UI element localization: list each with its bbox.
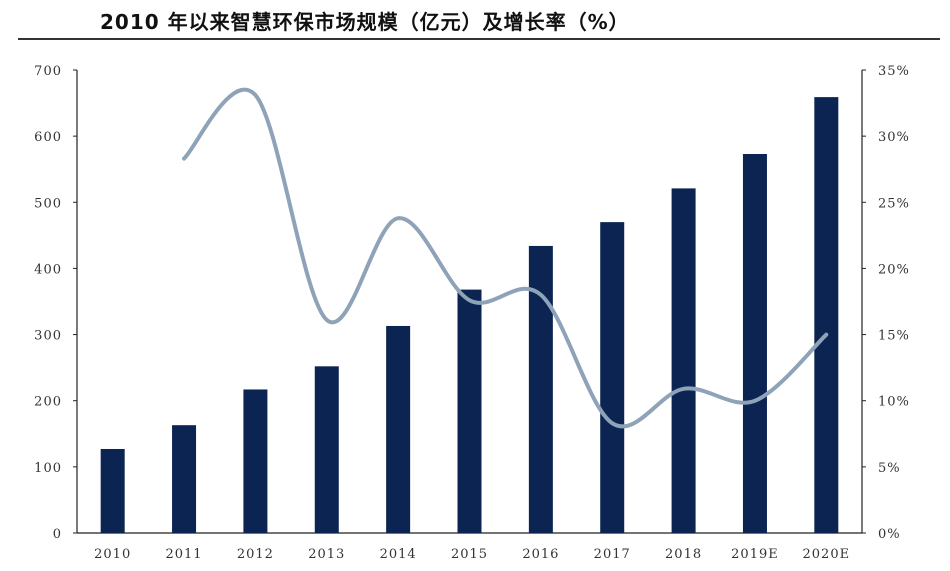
bar (314, 366, 339, 533)
left-axis-tick-label: 100 (34, 461, 62, 476)
x-axis-tick-label: 2012 (237, 547, 274, 562)
title-underline (18, 38, 940, 40)
x-axis-tick-label: 2018 (665, 547, 702, 562)
right-axis-tick-label: 25% (878, 196, 910, 211)
bar (742, 154, 767, 533)
left-axis-tick-label: 200 (34, 395, 62, 410)
right-axis-tick-label: 30% (878, 130, 910, 145)
bar (386, 325, 411, 533)
x-axis-tick-label: 2016 (522, 547, 559, 562)
left-axis-tick-label: 700 (34, 64, 62, 79)
bar-series (100, 97, 839, 534)
right-axis-tick-label: 20% (878, 262, 910, 277)
right-axis-tick-label: 5% (878, 461, 901, 476)
x-axis-tick-label: 2010 (94, 547, 131, 562)
bar (243, 389, 268, 533)
x-axis-tick-label: 2011 (165, 547, 202, 562)
left-axis-tick-label: 0 (53, 527, 62, 542)
left-axis-tick-label: 500 (34, 196, 62, 211)
chart-title: 2010 年以来智慧环保市场规模（亿元）及增长率（%） (100, 10, 630, 34)
bar (600, 222, 625, 533)
left-axis-tick-label: 400 (34, 262, 62, 277)
tick-labels: 0 100 200 300 400 500 600 700 0% 5% 10% 15% 20% 25% 30… (34, 64, 910, 562)
x-axis-tick-label: 2015 (451, 547, 488, 562)
left-axis-tick-label: 300 (34, 329, 62, 344)
bar (457, 289, 482, 533)
x-axis-tick-label: 2019E (731, 547, 779, 562)
bar (100, 448, 125, 533)
left-axis-tick-label: 600 (34, 130, 62, 145)
growth-line-series (182, 87, 829, 429)
x-axis-tick-label: 2020E (803, 547, 851, 562)
x-axis-tick-label: 2013 (308, 547, 345, 562)
bar (814, 97, 839, 534)
right-axis-tick-label: 35% (878, 64, 910, 79)
bar (671, 188, 696, 533)
right-axis-tick-label: 15% (878, 329, 910, 344)
x-axis-tick-label: 2014 (380, 547, 417, 562)
growth-line (182, 87, 829, 429)
x-axis-tick-label: 2017 (594, 547, 631, 562)
right-axis-tick-label: 10% (878, 395, 910, 410)
bar (172, 425, 197, 533)
right-axis-tick-label: 0% (878, 527, 901, 542)
